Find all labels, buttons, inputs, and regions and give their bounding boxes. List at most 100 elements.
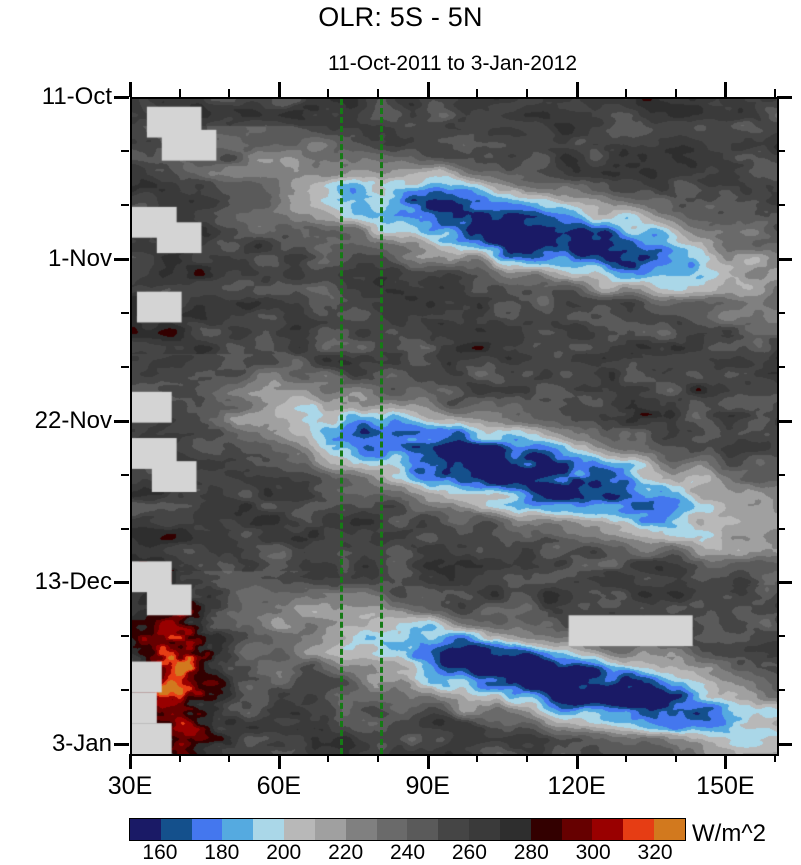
x-axis-labels: 30E 60E 90E 120E 150E <box>108 772 775 804</box>
x-axis-label: 60E <box>256 772 302 800</box>
colorbar-swatch <box>438 819 470 840</box>
colorbar-swatch <box>530 819 562 840</box>
reference-line-1 <box>340 99 344 754</box>
colorbar <box>129 818 686 841</box>
x-minor-tick <box>377 754 380 762</box>
y-minor-tick <box>121 149 129 152</box>
y-axis-label: 22-Nov <box>34 406 112 434</box>
y-minor-tick <box>121 689 129 692</box>
colorbar-swatch <box>191 819 223 840</box>
x-minor-tick <box>774 754 776 762</box>
y-minor-tick <box>777 149 785 152</box>
page-title: OLR: 5S - 5N <box>318 2 483 32</box>
y-axis-label: 11-Oct <box>41 83 112 110</box>
x-minor-tick <box>178 89 181 97</box>
x-major-tick <box>724 754 728 769</box>
y-minor-tick <box>121 365 129 368</box>
x-axis-label: 30E <box>107 772 153 800</box>
colorbar-swatch <box>469 819 500 840</box>
y-minor-tick <box>121 311 129 314</box>
y-major-tick <box>114 743 129 747</box>
y-minor-tick <box>777 311 785 314</box>
x-minor-tick <box>525 89 528 97</box>
colorbar-swatch <box>623 819 655 840</box>
x-minor-tick <box>774 89 776 97</box>
y-minor-tick <box>121 635 129 638</box>
colorbar-swatch <box>253 819 285 840</box>
x-major-tick <box>426 82 430 97</box>
x-major-tick <box>575 82 579 97</box>
colorbar-swatch <box>407 819 439 840</box>
y-axis-label: 13-Dec <box>34 568 112 596</box>
x-minor-tick <box>377 89 380 97</box>
y-major-tick <box>777 257 792 261</box>
x-minor-tick <box>476 89 479 97</box>
colorbar-unit-label: W/m^2 <box>692 820 766 847</box>
colorbar-swatch <box>499 819 531 840</box>
y-minor-tick <box>777 473 785 476</box>
x-minor-tick <box>228 754 231 762</box>
colorbar-swatch <box>130 819 161 840</box>
colorbar-swatch <box>314 819 346 840</box>
y-minor-tick <box>777 527 785 530</box>
x-major-tick <box>129 754 132 769</box>
y-major-tick <box>114 419 129 423</box>
y-major-tick <box>777 581 792 585</box>
x-minor-tick <box>674 89 677 97</box>
colorbar-tick-label: 160 <box>142 841 178 864</box>
colorbar-tick-label: 300 <box>575 841 611 864</box>
colorbar-swatch <box>654 819 685 840</box>
colorbar-tick-label: 240 <box>389 841 426 864</box>
reference-line-2 <box>380 99 384 754</box>
x-axis-label: 150E <box>696 772 755 800</box>
colorbar-swatch <box>561 819 593 840</box>
colorbar-swatch <box>222 819 254 840</box>
y-minor-tick <box>777 635 785 638</box>
colorbar-tick-label: 320 <box>637 841 673 864</box>
x-major-tick <box>129 82 132 97</box>
x-axis-label: 120E <box>547 772 606 800</box>
x-minor-tick <box>525 754 528 762</box>
x-minor-tick <box>476 754 479 762</box>
x-minor-tick <box>625 754 628 762</box>
colorbar-tick-labels: 160 180 200 220 240 260 280 300 320 <box>129 841 686 865</box>
x-minor-tick <box>327 754 330 762</box>
y-minor-tick <box>777 689 785 692</box>
colorbar-tick-label: 220 <box>328 841 364 864</box>
y-minor-tick <box>777 365 785 368</box>
x-minor-tick <box>228 89 231 97</box>
y-major-tick <box>114 581 129 585</box>
y-axis-label: 3-Jan <box>51 730 112 758</box>
x-major-tick <box>426 754 430 769</box>
colorbar-swatch <box>160 819 192 840</box>
x-major-tick <box>277 82 281 97</box>
date-range-subtitle: 11-Oct-2011 to 3-Jan-2012 <box>327 52 578 75</box>
y-minor-tick <box>121 473 129 476</box>
y-major-tick <box>777 419 792 423</box>
x-minor-tick <box>625 89 628 97</box>
colorbar-swatch <box>284 819 315 840</box>
x-minor-tick <box>178 754 181 762</box>
x-major-tick <box>575 754 579 769</box>
x-axis-label: 90E <box>405 772 450 800</box>
colorbar-tick-label: 280 <box>513 841 549 864</box>
y-major-tick <box>777 96 792 99</box>
x-minor-tick <box>674 754 677 762</box>
colorbar-tick-label: 180 <box>204 841 240 864</box>
plot-area <box>130 97 779 756</box>
colorbar-swatch <box>376 819 408 840</box>
x-minor-tick <box>327 89 330 97</box>
y-major-tick <box>114 96 129 99</box>
x-major-tick <box>724 82 728 97</box>
colorbar-swatch <box>345 819 377 840</box>
y-minor-tick <box>777 203 785 206</box>
colorbar-swatch <box>592 819 624 840</box>
y-major-tick <box>777 743 792 747</box>
y-minor-tick <box>121 203 129 206</box>
y-minor-tick <box>121 527 129 530</box>
olr-heatmap-canvas <box>132 99 777 754</box>
x-major-tick <box>277 754 281 769</box>
y-axis-label: 1-Nov <box>47 244 112 272</box>
y-major-tick <box>114 257 129 261</box>
